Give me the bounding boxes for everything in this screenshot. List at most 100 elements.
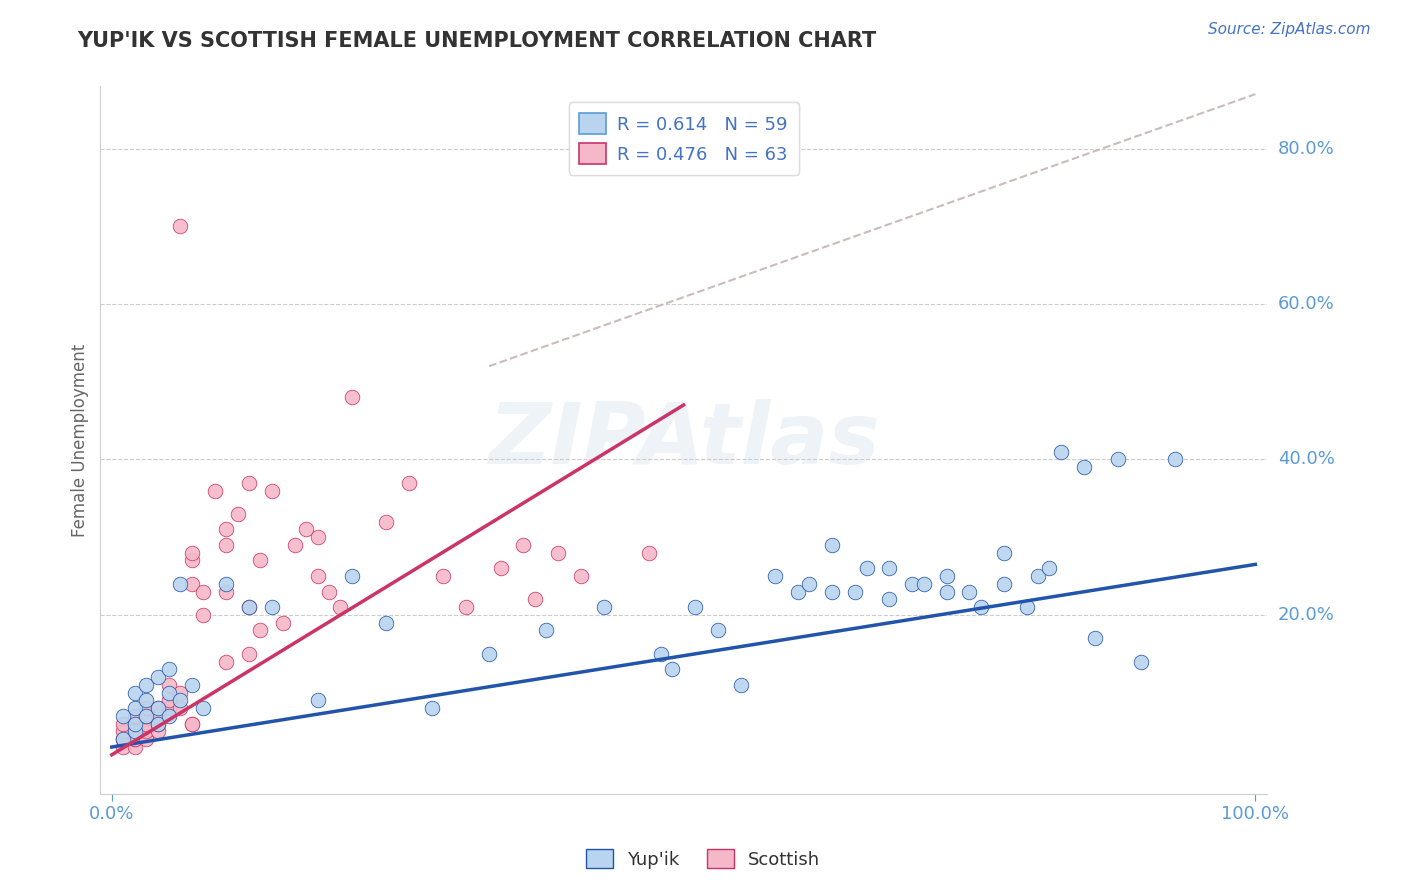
- Point: [204, 483, 226, 498]
- Legend: Yup'ik, Scottish: Yup'ik, Scottish: [578, 842, 828, 876]
- Text: Source: ZipAtlas.com: Source: ZipAtlas.com: [1208, 22, 1371, 37]
- Point: [180, 576, 202, 591]
- Point: [146, 716, 169, 731]
- Point: [456, 600, 478, 615]
- Point: [146, 701, 169, 715]
- Point: [124, 724, 146, 739]
- Point: [124, 685, 146, 699]
- Point: [124, 709, 146, 723]
- Point: [193, 701, 215, 715]
- Point: [249, 553, 271, 567]
- Point: [146, 701, 169, 715]
- Point: [135, 678, 157, 692]
- Point: [1015, 600, 1038, 615]
- Point: [730, 678, 752, 692]
- Point: [260, 483, 283, 498]
- Point: [124, 724, 146, 739]
- Point: [661, 662, 683, 676]
- Point: [638, 546, 661, 560]
- Point: [763, 569, 786, 583]
- Point: [146, 724, 169, 739]
- Point: [157, 709, 180, 723]
- Point: [193, 607, 215, 622]
- Point: [340, 569, 363, 583]
- Point: [146, 670, 169, 684]
- Text: 40.0%: 40.0%: [1278, 450, 1334, 468]
- Point: [124, 716, 146, 731]
- Point: [512, 538, 534, 552]
- Point: [523, 592, 546, 607]
- Point: [135, 716, 157, 731]
- Point: [683, 600, 706, 615]
- Point: [135, 709, 157, 723]
- Point: [260, 600, 283, 615]
- Point: [547, 546, 569, 560]
- Point: [135, 701, 157, 715]
- Point: [112, 732, 135, 747]
- Point: [135, 709, 157, 723]
- Point: [249, 624, 271, 638]
- Y-axis label: Female Unemployment: Female Unemployment: [72, 343, 89, 537]
- Point: [569, 569, 592, 583]
- Point: [879, 592, 901, 607]
- Point: [1038, 561, 1060, 575]
- Point: [935, 569, 957, 583]
- Point: [180, 716, 202, 731]
- Point: [193, 584, 215, 599]
- Point: [536, 624, 558, 638]
- Point: [238, 600, 260, 615]
- Point: [180, 678, 202, 692]
- Point: [215, 655, 238, 669]
- Point: [180, 546, 202, 560]
- Point: [112, 709, 135, 723]
- Point: [1026, 569, 1049, 583]
- Point: [912, 576, 935, 591]
- Point: [180, 716, 202, 731]
- Point: [238, 600, 260, 615]
- Legend: R = 0.614   N = 59, R = 0.476   N = 63: R = 0.614 N = 59, R = 0.476 N = 63: [568, 103, 799, 175]
- Point: [169, 219, 191, 234]
- Point: [180, 553, 202, 567]
- Point: [215, 538, 238, 552]
- Point: [112, 732, 135, 747]
- Text: ZIPAtlas: ZIPAtlas: [488, 399, 879, 482]
- Point: [1050, 444, 1073, 458]
- Point: [112, 724, 135, 739]
- Point: [169, 693, 191, 707]
- Point: [146, 709, 169, 723]
- Point: [398, 475, 420, 490]
- Point: [135, 693, 157, 707]
- Point: [855, 561, 877, 575]
- Point: [307, 693, 329, 707]
- Point: [799, 576, 821, 591]
- Point: [157, 662, 180, 676]
- Point: [135, 724, 157, 739]
- Point: [1073, 460, 1095, 475]
- Point: [1130, 655, 1153, 669]
- Point: [124, 732, 146, 747]
- Point: [135, 732, 157, 747]
- Point: [215, 576, 238, 591]
- Point: [707, 624, 730, 638]
- Point: [592, 600, 614, 615]
- Point: [1084, 631, 1107, 645]
- Point: [970, 600, 993, 615]
- Point: [157, 701, 180, 715]
- Point: [273, 615, 295, 630]
- Point: [489, 561, 512, 575]
- Point: [124, 701, 146, 715]
- Point: [124, 732, 146, 747]
- Point: [959, 584, 981, 599]
- Point: [124, 739, 146, 754]
- Point: [340, 390, 363, 404]
- Point: [112, 739, 135, 754]
- Point: [375, 615, 398, 630]
- Point: [157, 678, 180, 692]
- Point: [146, 716, 169, 731]
- Point: [420, 701, 443, 715]
- Point: [650, 647, 672, 661]
- Text: 80.0%: 80.0%: [1278, 139, 1334, 158]
- Point: [329, 600, 352, 615]
- Point: [215, 584, 238, 599]
- Point: [993, 576, 1015, 591]
